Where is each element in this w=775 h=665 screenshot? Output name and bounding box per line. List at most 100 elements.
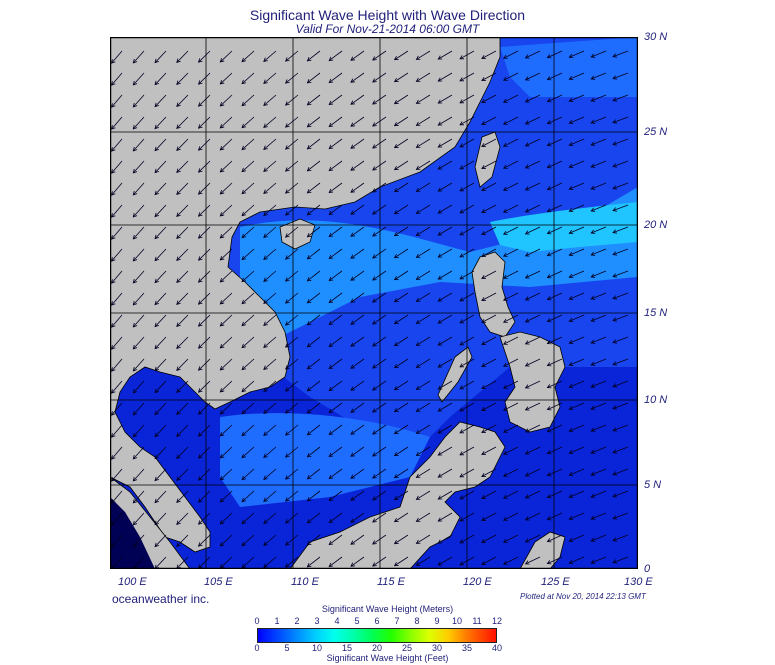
- wave-arrow-head: [590, 449, 596, 454]
- wave-arrow-head: [393, 386, 399, 391]
- wave-arrow: [198, 380, 211, 393]
- wave-arrow: [394, 358, 409, 369]
- wave-arrow: [198, 446, 211, 459]
- wave-arrow: [307, 270, 321, 282]
- wave-arrow-head: [372, 56, 377, 61]
- wave-arrow: [220, 226, 233, 239]
- wave-arrow-head: [111, 213, 116, 218]
- wave-arrow: [481, 160, 497, 169]
- wave-arrow: [133, 50, 145, 64]
- lat-lon-grid: [110, 37, 638, 569]
- wave-arrow-head: [481, 208, 486, 213]
- wave-arrow: [350, 336, 365, 347]
- wave-arrow: [612, 292, 629, 299]
- wave-arrow: [285, 358, 299, 370]
- wave-arrow-head: [350, 210, 356, 215]
- wave-arrow: [133, 512, 145, 526]
- wave-arrow: [590, 204, 607, 212]
- wave-arrow-head: [219, 520, 225, 525]
- wave-arrow: [569, 292, 585, 300]
- wave-arrow: [394, 512, 409, 523]
- wave-arrow-head: [328, 188, 334, 194]
- wave-arrow: [547, 116, 563, 124]
- wave-arrow-head: [219, 212, 225, 217]
- wave-arrow: [133, 424, 145, 438]
- wave-arrow-head: [590, 559, 596, 564]
- wave-arrow-head: [590, 251, 596, 256]
- wave-arrow-head: [481, 98, 486, 103]
- wave-arrow: [394, 292, 409, 303]
- wave-arrow: [438, 556, 453, 566]
- wave-arrow: [394, 380, 409, 391]
- wave-arrow: [547, 72, 563, 80]
- wave-arrow-head: [111, 543, 116, 548]
- wave-arrow-head: [568, 119, 574, 125]
- wave-arrow-head: [219, 102, 225, 107]
- wave-arrow-head: [197, 212, 203, 217]
- wave-arrow-head: [197, 146, 203, 151]
- wave-arrow: [372, 358, 387, 369]
- wave-arrow: [307, 138, 321, 150]
- wave-arrow-head: [132, 58, 138, 64]
- wave-arrow: [285, 160, 299, 172]
- wave-arrow-head: [393, 364, 399, 369]
- wave-arrow: [438, 336, 453, 346]
- wave-arrow: [350, 512, 365, 523]
- wave-arrow-head: [546, 98, 552, 103]
- wave-arrow-head: [306, 211, 312, 216]
- wave-arrow: [111, 182, 123, 196]
- wave-arrow: [263, 446, 277, 458]
- wave-arrow: [459, 72, 475, 82]
- wave-arrow-head: [568, 537, 574, 543]
- wave-arrow-head: [154, 80, 159, 86]
- wave-arrow-head: [459, 165, 465, 170]
- wave-arrow: [154, 314, 167, 327]
- wave-arrow-head: [176, 102, 181, 108]
- wave-arrow: [133, 336, 145, 350]
- wave-arrow-head: [219, 256, 225, 261]
- wave-arrow-head: [350, 188, 356, 193]
- wave-arrow-head: [481, 450, 486, 455]
- wave-arrow: [154, 116, 167, 129]
- wave-arrow: [590, 72, 607, 80]
- wave-arrow: [350, 556, 365, 567]
- wave-arrow-head: [393, 122, 399, 127]
- wave-arrow: [176, 424, 189, 437]
- wave-arrow-head: [437, 429, 443, 434]
- wave-arrow: [133, 380, 145, 394]
- wave-arrow: [307, 512, 321, 524]
- wave-arrow-head: [590, 317, 596, 322]
- wave-arrow: [263, 226, 277, 238]
- wave-arrow: [307, 358, 321, 370]
- wave-arrow-head: [415, 407, 421, 412]
- wave-arrow-head: [524, 120, 530, 125]
- wave-arrow: [612, 94, 629, 101]
- wave-arrow-head: [328, 518, 334, 524]
- wave-arrow: [590, 270, 607, 278]
- wave-arrow-head: [176, 410, 181, 416]
- wave-arrow-head: [590, 405, 596, 410]
- wave-arrow: [133, 556, 145, 569]
- wave-arrow-head: [284, 189, 290, 194]
- wave-arrow: [220, 270, 233, 283]
- wave-arrow-head: [437, 517, 443, 522]
- wave-arrow: [394, 226, 409, 237]
- wave-arrow-head: [241, 497, 247, 503]
- wave-arrow: [285, 424, 299, 436]
- legend-meter-tick: 11: [472, 616, 482, 626]
- wave-arrow: [111, 160, 123, 174]
- plotted-timestamp: Plotted at Nov 20, 2014 22:13 GMT: [520, 592, 646, 601]
- wave-arrow-head: [612, 97, 618, 102]
- wave-arrow-head: [328, 298, 334, 304]
- wave-arrow: [590, 556, 607, 564]
- wave-arrow-head: [393, 232, 399, 237]
- wave-arrow-head: [393, 518, 399, 523]
- wave-arrow: [263, 160, 277, 172]
- wave-arrow: [590, 314, 607, 322]
- wave-arrow: [263, 402, 277, 414]
- wave-arrow: [154, 160, 167, 173]
- legend-meter-tick: 8: [414, 616, 420, 626]
- wave-arrow-head: [568, 141, 574, 147]
- wave-arrow-head: [524, 472, 530, 477]
- wave-arrow: [220, 556, 233, 569]
